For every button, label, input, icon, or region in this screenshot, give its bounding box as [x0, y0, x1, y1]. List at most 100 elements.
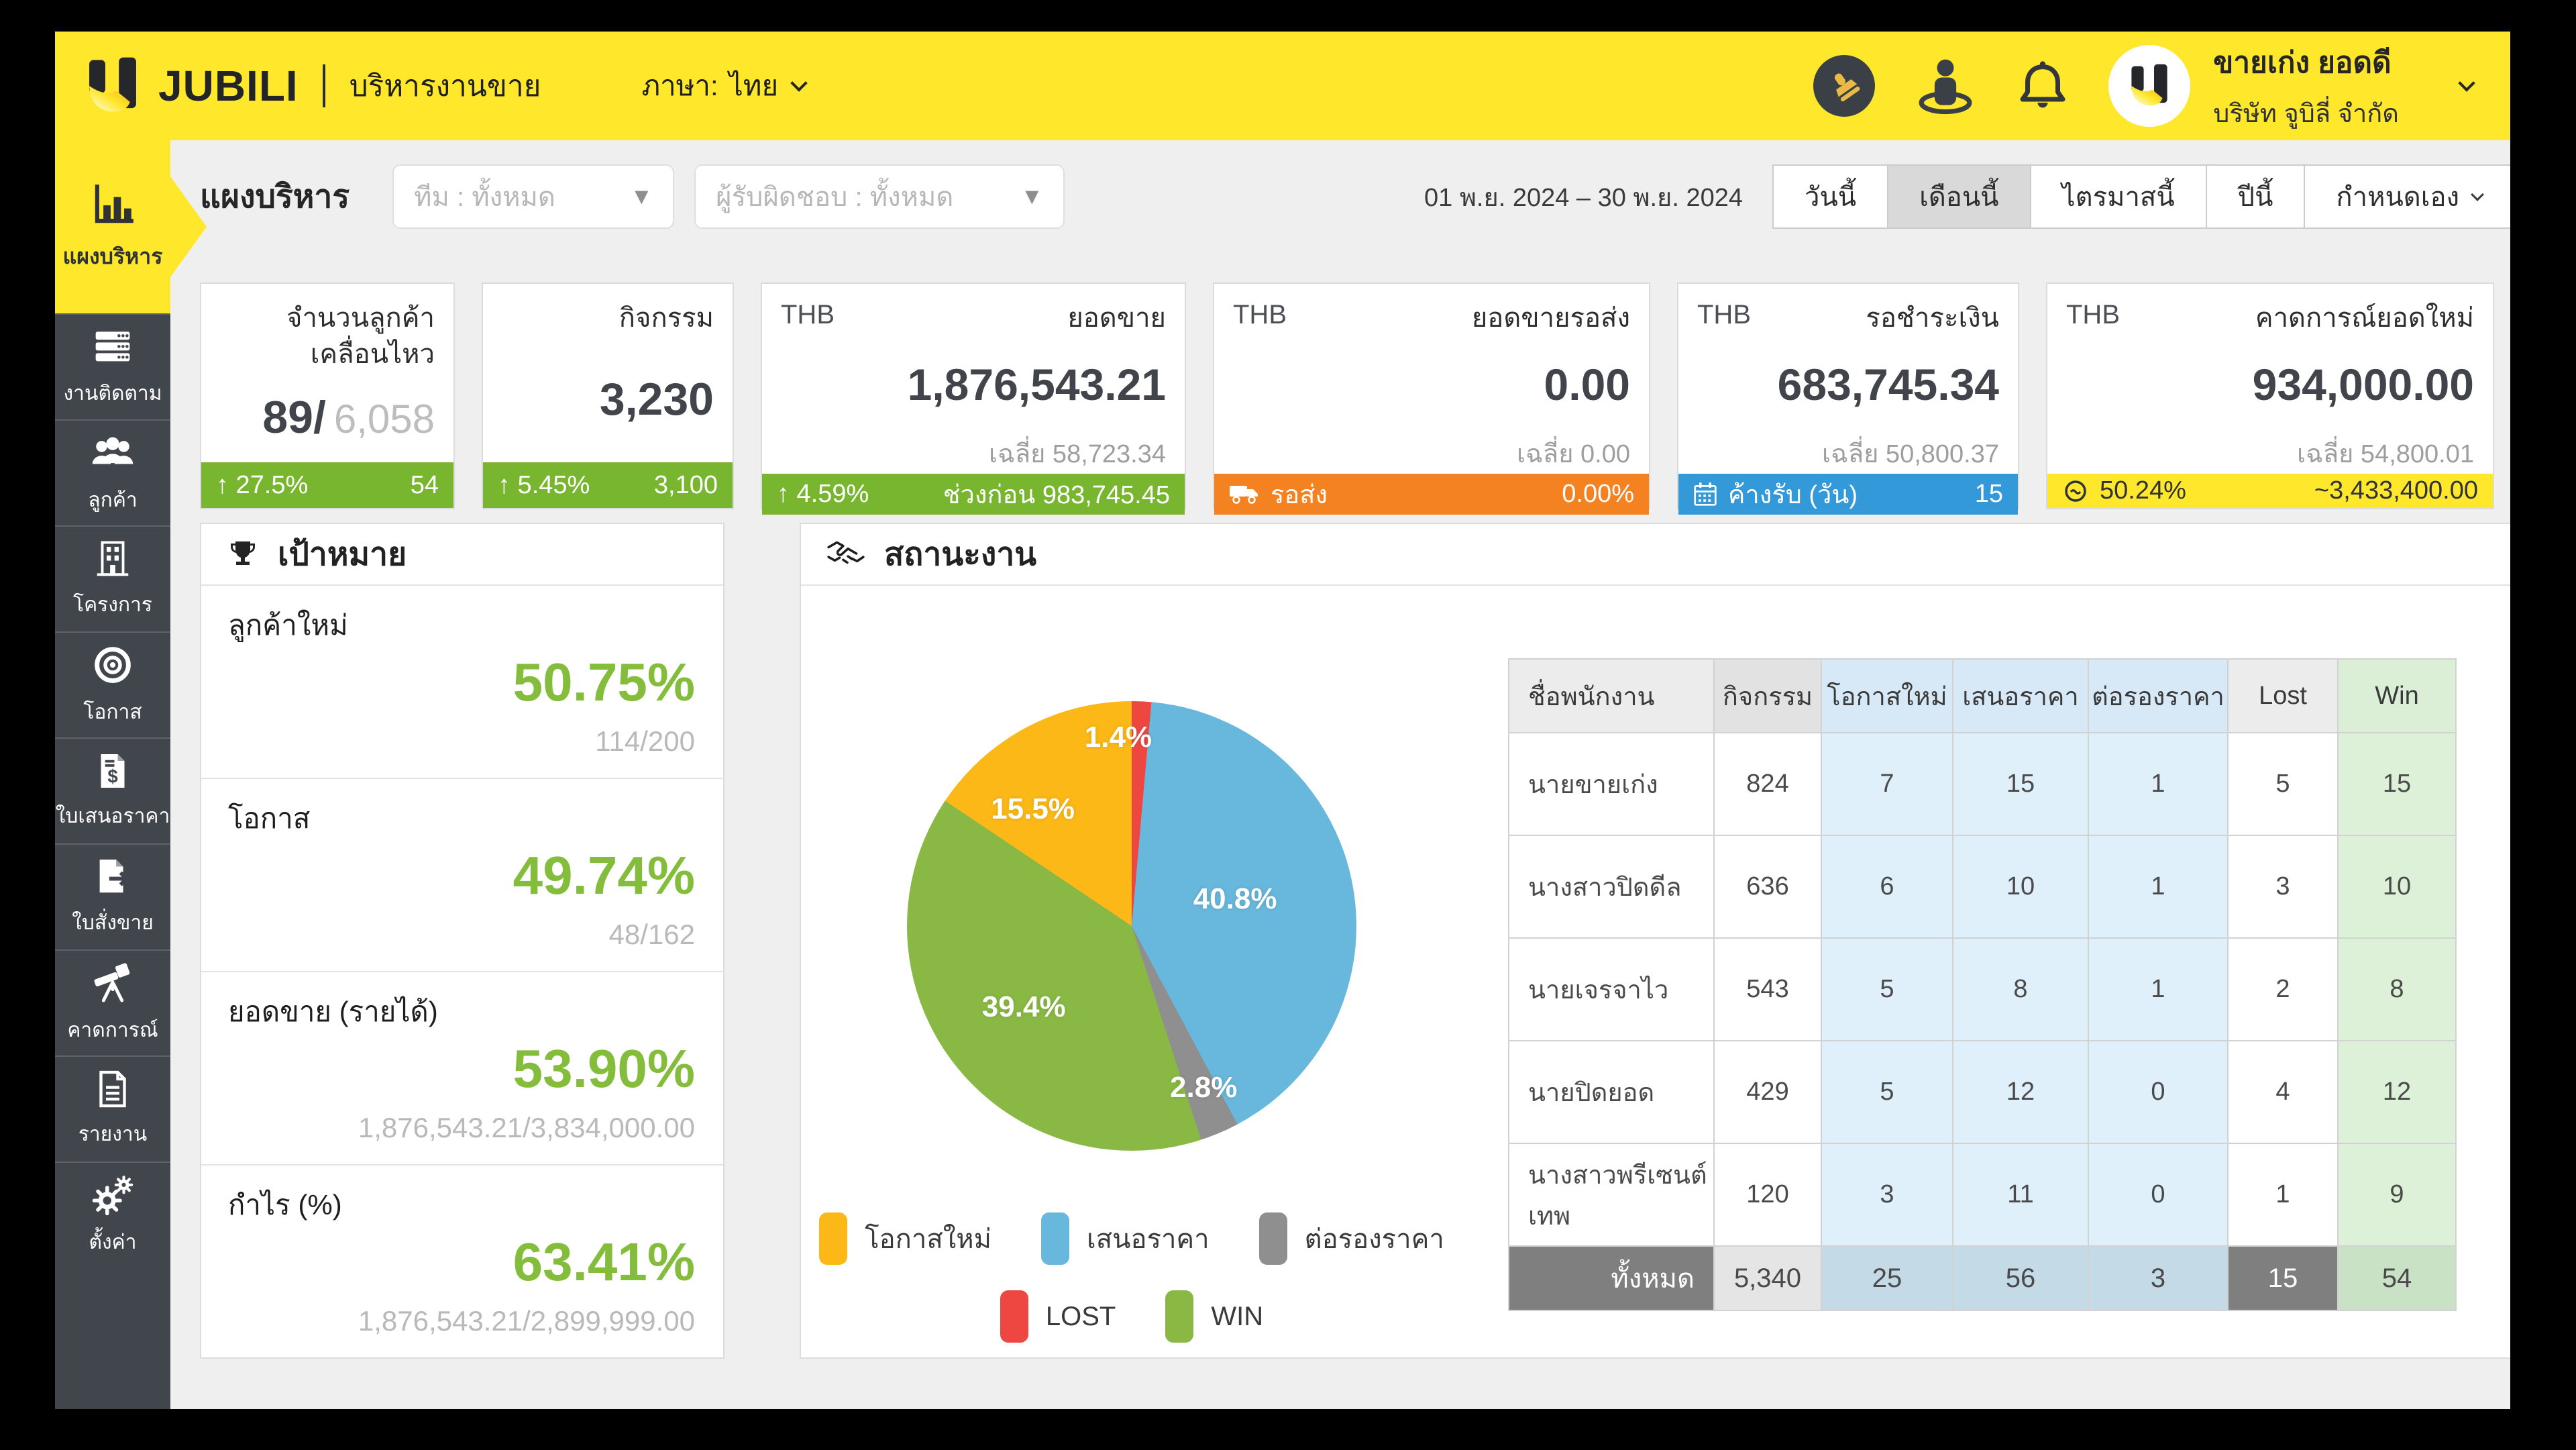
range-custom-button[interactable]: กำหนดเอง — [2305, 164, 2510, 229]
topbar-divider — [322, 64, 325, 107]
owner-filter-dropdown[interactable]: ผู้รับผิดชอบ : ทั้งหมด ▼ — [694, 164, 1065, 229]
user-company: บริษัท จูบิลี่ จำกัด — [2213, 99, 2399, 128]
legend-item-negotiation[interactable]: ต่อรองราคา — [1258, 1212, 1444, 1265]
user-menu[interactable]: ขายเก่ง ยอดดี บริษัท จูบิลี่ จำกัด — [2213, 39, 2399, 134]
cell-lost: 5 — [2227, 732, 2339, 836]
kpi-value: 89/ — [262, 392, 326, 443]
legend-item-quotation[interactable]: เสนอราคา — [1041, 1212, 1210, 1265]
sidebar-item-sales-orders[interactable]: ใบสั่งขาย — [55, 843, 170, 949]
goal-row-profit: กำไร (%) 63.41% 1,876,543.21/2,899,999.0… — [201, 1164, 723, 1357]
stamp-approve-button[interactable] — [1813, 55, 1876, 117]
team-filter-dropdown[interactable]: ทีม : ทั้งหมด ▼ — [392, 164, 675, 229]
cell-new: 5 — [1821, 937, 1953, 1041]
kpi-footer-value: ช่วงก่อน 983,745.45 — [943, 481, 1170, 509]
sidebar-item-label: ตั้งค่า — [89, 1231, 137, 1253]
kpi-footer-label: 50.24% — [2100, 476, 2186, 505]
kpi-footer-value: ~3,433,400.00 — [2314, 476, 2478, 505]
language-selector[interactable]: ภาษา: ไทย — [641, 64, 808, 108]
cell-activity: 636 — [1713, 835, 1822, 939]
kpi-row: จำนวนลูกค้า เคลื่อนไหว 89/ 6,058 ↑ 27.5% … — [200, 282, 2510, 515]
goal-label: กำไร (%) — [228, 1189, 342, 1221]
avatar[interactable] — [2108, 45, 2191, 127]
table-row: นางสาวพรีเซนต์เทพ 120 3 11 0 1 9 — [1508, 1143, 2457, 1247]
goal-fraction: 114/200 — [595, 725, 695, 757]
target-icon — [95, 646, 131, 683]
cell-lost: 4 — [2227, 1040, 2339, 1144]
legend-label: โอกาสใหม่ — [865, 1225, 992, 1254]
cell-activity: 824 — [1713, 732, 1822, 836]
top-bar: JUBILI บริหารงานขาย ภาษา: ไทย — [55, 32, 2510, 140]
range-this-quarter-button[interactable]: ไตรมาสนี้ — [2031, 164, 2207, 229]
legend-item-win[interactable]: WIN — [1165, 1290, 1263, 1343]
legend-item-new-opportunity[interactable]: โอกาสใหม่ — [819, 1212, 991, 1265]
report-document-icon — [99, 1070, 126, 1107]
kpi-value: 683,745.34 — [1777, 360, 1999, 409]
kpi-footer-label: ค้างรับ (วัน) — [1728, 481, 1858, 509]
goal-row-opportunities: โอกาส 49.74% 48/162 — [201, 778, 723, 971]
legend-swatch — [819, 1212, 848, 1265]
user-name: ขายเก่ง ยอดดี — [2213, 46, 2392, 79]
legend-swatch — [1258, 1212, 1287, 1265]
sidebar-item-reports[interactable]: รายงาน — [55, 1055, 170, 1161]
range-custom-label: กำหนดเอง — [2336, 183, 2459, 212]
sidebar-item-tasks[interactable]: งานติดตาม — [55, 313, 170, 419]
cell-quotation: 8 — [1952, 937, 2089, 1041]
cell-negotiation: 1 — [2088, 835, 2229, 939]
salesperson-status-table: ชื่อพนักงาน กิจกรรม โอกาสใหม่ เสนอราคา ต… — [1508, 658, 2457, 1311]
user-menu-chevron-icon[interactable] — [2458, 74, 2475, 92]
kpi-card-pending-delivery: THB ยอดขายรอส่ง 0.00 เฉลี่ย 0.00 — [1213, 282, 1650, 515]
cell-lost: 3 — [2227, 835, 2339, 939]
legend-item-lost[interactable]: LOST — [1000, 1290, 1116, 1343]
task-list-icon — [95, 331, 130, 361]
calendar-icon — [1693, 482, 1717, 507]
cell-quotation: 12 — [1952, 1040, 2089, 1144]
sidebar-item-settings[interactable]: ตั้งค่า — [55, 1161, 170, 1267]
goals-title: เป้าหมาย — [278, 537, 407, 572]
sidebar-item-opportunities[interactable]: โอกาส — [55, 631, 170, 737]
presence-button[interactable] — [1917, 57, 1974, 115]
notifications-button[interactable] — [2016, 59, 2070, 113]
cell-negotiation: 0 — [2088, 1040, 2229, 1144]
pie-slice-label: 2.8% — [1170, 1071, 1238, 1104]
job-status-panel: สถานะงาน 1.4% 40.8% 2.8% 39.4% 15.5% — [800, 523, 2510, 1359]
bar-chart-icon — [95, 184, 133, 223]
sidebar-item-quotations[interactable]: $ ใบเสนอราคา — [55, 737, 170, 843]
sidebar-item-label: รายงาน — [78, 1123, 148, 1145]
pie-slice-label: 15.5% — [991, 792, 1075, 825]
table-row: นางสาวปิดดีล 636 6 10 1 3 10 — [1508, 835, 2457, 939]
range-this-year-button[interactable]: ปีนี้ — [2206, 164, 2306, 229]
col-header-win: Win — [2337, 658, 2457, 733]
col-header-activity: กิจกรรม — [1713, 658, 1822, 733]
col-header-new-opportunity: โอกาสใหม่ — [1821, 658, 1953, 733]
kpi-value-secondary: 6,058 — [333, 397, 435, 442]
sidebar-item-dashboard[interactable]: แผงบริหาร — [55, 140, 170, 313]
kpi-title: รอชำระเงิน — [1866, 303, 1999, 333]
kpi-card-forecast-new: THB คาดการณ์ยอดใหม่ 934,000.00 เฉลี่ย 54… — [2046, 282, 2494, 509]
status-pie-chart[interactable]: 1.4% 40.8% 2.8% 39.4% 15.5% — [907, 701, 1356, 1151]
range-this-month-button[interactable]: เดือนนี้ — [1888, 164, 2031, 229]
sidebar-item-forecast[interactable]: คาดการณ์ — [55, 949, 170, 1055]
dropdown-triangle-icon: ▼ — [1020, 183, 1044, 209]
goal-percent: 53.90% — [513, 1039, 695, 1098]
cell-win: 8 — [2337, 937, 2457, 1041]
kpi-card-active-customers: จำนวนลูกค้า เคลื่อนไหว 89/ 6,058 ↑ 27.5% … — [200, 282, 455, 509]
salesperson-table-area: ชื่อพนักงาน กิจกรรม โอกาสใหม่ เสนอราคา ต… — [1508, 586, 2510, 1357]
kpi-currency: THB — [2066, 300, 2120, 329]
kpi-footer: ↑ 4.59% ช่วงก่อน 983,745.45 — [762, 474, 1185, 515]
legend-swatch — [1041, 1212, 1070, 1265]
kpi-title: จำนวนลูกค้า เคลื่อนไหว — [286, 303, 435, 369]
kpi-footer-change: ↑ 27.5% — [216, 470, 309, 499]
cell-name: นายปิดยอด — [1508, 1040, 1715, 1144]
cell-win: 9 — [2337, 1143, 2457, 1247]
sidebar-item-projects[interactable]: โครงการ — [55, 525, 170, 631]
goal-label: ลูกค้าใหม่ — [228, 609, 348, 641]
gear-icon — [92, 1175, 133, 1215]
trophy-icon — [230, 541, 256, 565]
goal-row-sales-revenue: ยอดขาย (รายได้) 53.90% 1,876,543.21/3,83… — [201, 971, 723, 1164]
kpi-value: 934,000.00 — [2252, 360, 2474, 409]
legend-label: LOST — [1045, 1301, 1116, 1331]
dropdown-triangle-icon: ▼ — [630, 183, 653, 209]
table-row: นายปิดยอด 429 5 12 0 4 12 — [1508, 1040, 2457, 1144]
sidebar-item-customers[interactable]: ลูกค้า — [55, 419, 170, 525]
range-today-button[interactable]: วันนี้ — [1772, 164, 1889, 229]
